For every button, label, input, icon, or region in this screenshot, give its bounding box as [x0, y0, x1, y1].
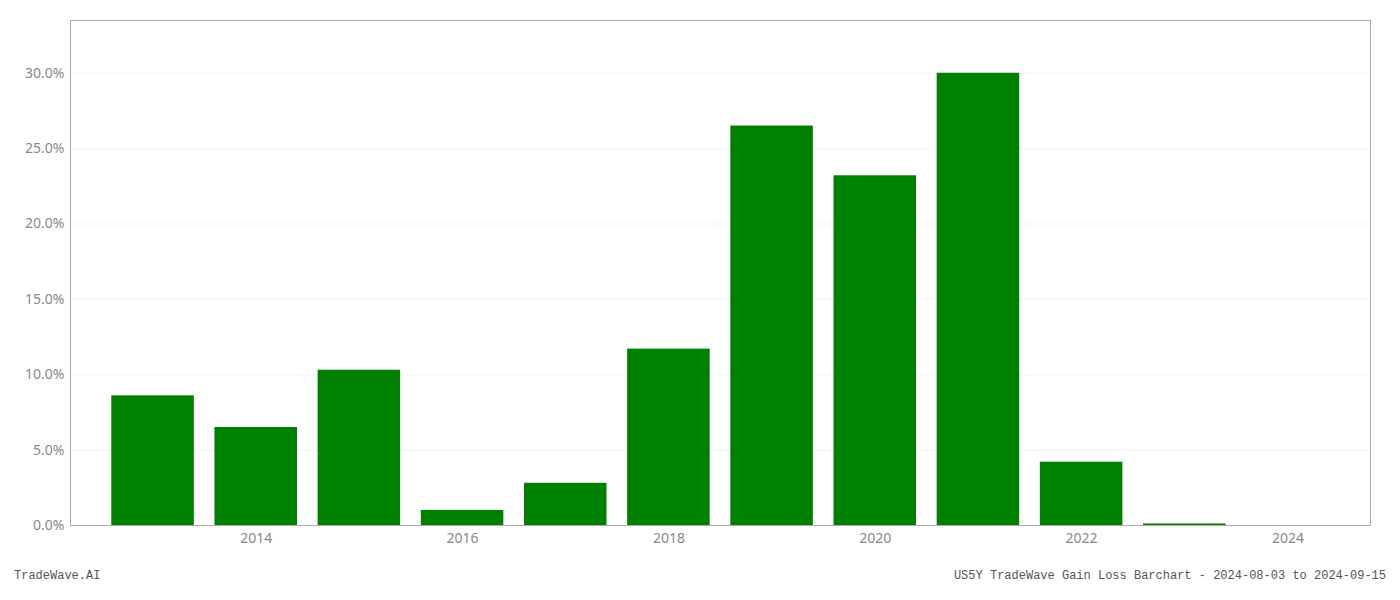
svg-text:2016: 2016 — [447, 528, 479, 547]
svg-text:2024: 2024 — [1272, 528, 1304, 547]
svg-text:25.0%: 25.0% — [25, 138, 64, 157]
svg-text:30.0%: 30.0% — [25, 63, 64, 82]
svg-text:0.0%: 0.0% — [33, 515, 64, 534]
svg-text:20.0%: 20.0% — [25, 213, 64, 232]
svg-text:2020: 2020 — [859, 528, 891, 547]
svg-text:2022: 2022 — [1066, 528, 1098, 547]
svg-text:2014: 2014 — [240, 528, 272, 547]
svg-text:15.0%: 15.0% — [25, 289, 64, 308]
svg-text:5.0%: 5.0% — [33, 440, 64, 459]
svg-text:10.0%: 10.0% — [25, 364, 64, 383]
html-text:US5Y TradeWave Gain Loss Barch: US5Y TradeWave Gain Loss Barchart - 2024… — [953, 569, 1386, 583]
html-text:TradeWave.AI: TradeWave.AI — [14, 569, 101, 583]
svg-text:2018: 2018 — [653, 528, 685, 547]
